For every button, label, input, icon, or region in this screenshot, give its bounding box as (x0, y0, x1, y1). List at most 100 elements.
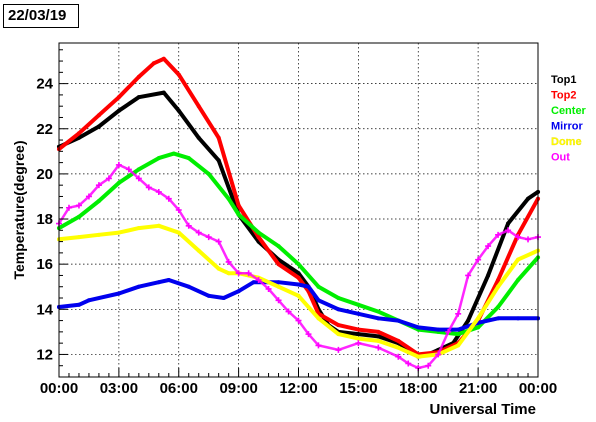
data-point (236, 203, 241, 208)
data-point (155, 188, 162, 195)
data-point (145, 184, 152, 191)
x-axis-label: Universal Time (430, 401, 536, 418)
data-point (176, 108, 181, 113)
data-point (116, 230, 121, 235)
data-point (65, 204, 72, 211)
data-point (276, 244, 281, 249)
data-point (276, 280, 281, 285)
y-tick-label: 20 (36, 166, 53, 183)
data-point (151, 61, 156, 66)
data-point (166, 277, 171, 282)
data-point (496, 316, 501, 321)
data-point (116, 291, 121, 296)
data-point (396, 345, 401, 350)
data-point (256, 235, 261, 240)
axis-layer: 00:00 03:00 06:00 09:00 12:00 15:00 18:00 21:00… (36, 49, 557, 397)
data-point (236, 212, 241, 217)
data-point (465, 272, 472, 279)
data-point (425, 362, 432, 369)
data-point (376, 316, 381, 321)
data-point (376, 309, 381, 314)
data-point (216, 158, 221, 163)
data-point (196, 104, 201, 109)
data-point (196, 248, 201, 253)
data-point (296, 262, 301, 267)
data-point (215, 238, 222, 245)
data-point (296, 282, 301, 287)
y-tick-label: 14 (36, 301, 53, 318)
data-point (456, 343, 461, 348)
data-point (376, 334, 381, 339)
data-point (226, 271, 231, 276)
data-point (525, 236, 532, 243)
date-label: 22/03/19 (3, 4, 79, 28)
legend-item-mirror: Mirror (551, 121, 584, 133)
data-point (96, 198, 101, 203)
data-point (396, 318, 401, 323)
data-point (76, 214, 81, 219)
data-point (136, 226, 141, 231)
data-point (316, 284, 321, 289)
x-tick-label: 03:00 (100, 380, 138, 397)
data-point (216, 266, 221, 271)
data-point (295, 317, 302, 324)
y-tick-label: 12 (36, 346, 53, 363)
series-dome (57, 223, 540, 359)
data-point (245, 270, 252, 277)
data-point (105, 175, 112, 182)
data-point (171, 151, 176, 156)
y-tick-label: 18 (36, 211, 53, 228)
series-center (57, 151, 540, 337)
data-point (355, 340, 362, 347)
x-tick-label: 06:00 (160, 380, 198, 397)
data-point (405, 360, 412, 367)
data-point (96, 113, 101, 118)
series-out (56, 161, 541, 371)
data-point (515, 234, 522, 241)
data-point (136, 284, 141, 289)
data-point (516, 316, 521, 321)
data-point (235, 270, 242, 277)
data-point (316, 316, 321, 321)
data-point (95, 182, 102, 189)
data-point (186, 284, 191, 289)
data-point (296, 293, 301, 298)
data-point (356, 332, 361, 337)
data-point (176, 230, 181, 235)
data-layer (56, 56, 541, 371)
data-point (205, 234, 212, 241)
data-point (315, 342, 322, 349)
legend-item-top2: Top2 (551, 90, 576, 102)
x-tick-label: 21:00 (459, 380, 497, 397)
data-point (276, 262, 281, 267)
data-point (476, 325, 481, 330)
x-tick-label: 12:00 (279, 380, 317, 397)
data-point (335, 346, 342, 353)
data-point (455, 310, 462, 317)
x-tick-label: 09:00 (219, 380, 257, 397)
data-point (116, 108, 121, 113)
data-point (526, 196, 531, 201)
data-point (186, 156, 191, 161)
data-point (376, 338, 381, 343)
data-point (496, 305, 501, 310)
data-point (156, 156, 161, 161)
data-point (336, 332, 341, 337)
data-point (505, 227, 512, 234)
data-point (336, 323, 341, 328)
data-point (216, 135, 221, 140)
y-axis-label: Temperature(degree) (11, 140, 27, 279)
data-point (285, 308, 292, 315)
data-point (495, 231, 502, 238)
data-point (356, 302, 361, 307)
data-point (356, 327, 361, 332)
legend-item-center: Center (551, 105, 587, 117)
data-point (76, 302, 81, 307)
data-point (251, 280, 256, 285)
data-point (416, 354, 421, 359)
data-point (136, 95, 141, 100)
data-point (206, 293, 211, 298)
data-point (486, 273, 491, 278)
y-tick-label: 22 (36, 121, 53, 138)
x-tick-label: 00:00 (40, 380, 78, 397)
